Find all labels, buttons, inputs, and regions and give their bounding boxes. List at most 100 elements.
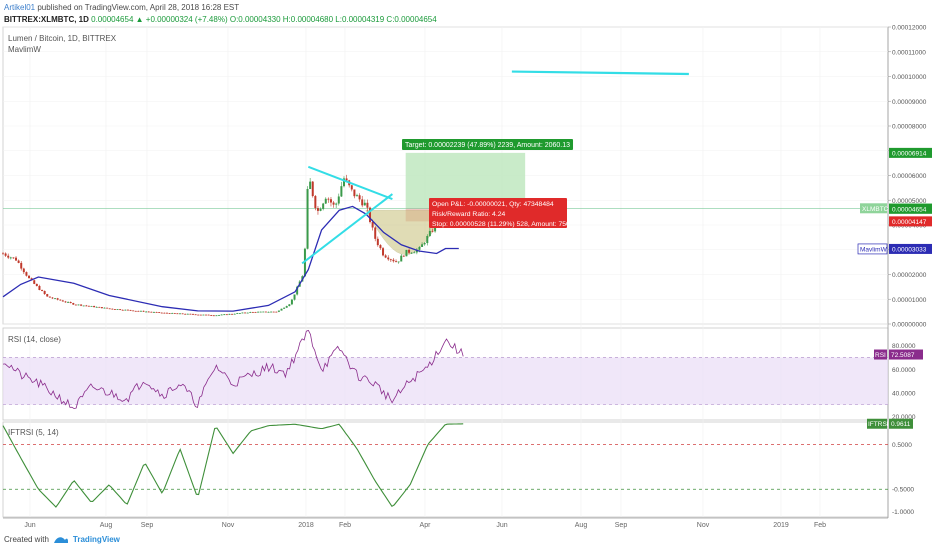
candle-body	[152, 311, 155, 313]
candle-body	[218, 315, 221, 316]
candle-body	[199, 314, 202, 316]
candle-body	[124, 309, 127, 311]
candle-body	[85, 305, 88, 307]
candle-body	[285, 306, 288, 308]
candle-body	[356, 195, 358, 197]
candle-body	[132, 310, 135, 312]
candle-body	[163, 312, 166, 314]
position-info-line: Risk/Reward Ratio: 4.24	[432, 211, 506, 218]
target-label-bg	[402, 139, 574, 150]
y-tick-label: 0.00002000	[892, 272, 927, 279]
price-tag-bg	[889, 216, 932, 227]
candle-body	[236, 313, 239, 314]
price-tag-label: 0.00004654	[892, 206, 927, 213]
price-tag-label: 0.00004147	[892, 219, 927, 226]
candle-body	[192, 313, 195, 315]
candle-body	[59, 299, 62, 301]
candle-body	[426, 235, 429, 244]
candle-body	[421, 244, 424, 247]
candle-body	[314, 196, 317, 209]
candle-body	[48, 296, 51, 298]
rsi-value-label: 72.5087	[891, 352, 915, 359]
price-tag-bg	[889, 243, 932, 254]
candle-body	[121, 309, 124, 311]
candle-body	[139, 310, 142, 312]
position-info-bg	[429, 198, 567, 228]
candle-body	[54, 298, 57, 300]
symbol-line: BITTREX:XLMBTC, 1D 0.00004654 ▲ +0.00000…	[4, 15, 437, 24]
candle-body	[402, 255, 405, 257]
chart-canvas[interactable]: Jun Aug Sep Nov 2018 Feb Apr Jun Aug Sep Nov 2019 Fe…	[0, 0, 932, 532]
candle-body	[369, 207, 372, 223]
candle-body	[251, 311, 254, 313]
position-info-line: Stop: 0.00000528 (11.29%) 528, Amount: 7…	[432, 221, 570, 228]
candle-body	[280, 308, 283, 311]
candle-body	[327, 198, 330, 200]
rsi-line	[2, 329, 464, 410]
candle-body	[74, 304, 77, 306]
author-link[interactable]: Artikel01	[4, 3, 36, 12]
candle-body	[28, 275, 31, 279]
candle-body	[257, 311, 260, 313]
candle-body	[410, 252, 413, 254]
candle-body	[113, 309, 116, 310]
candle-body	[283, 307, 286, 309]
candle-body	[116, 309, 119, 311]
candle-body	[418, 246, 421, 250]
candle-body	[290, 299, 293, 305]
y-tick-label: 0.00008000	[892, 124, 927, 131]
candle-body	[309, 181, 312, 189]
candle-body	[374, 227, 377, 239]
candle-body	[246, 312, 249, 314]
candle-body	[38, 285, 41, 291]
candle-body	[145, 311, 148, 313]
x-tick-label: 2019	[773, 522, 789, 529]
candle-body	[231, 313, 234, 315]
candle-body	[264, 311, 267, 313]
tradingview-brand[interactable]: TradingView	[72, 535, 120, 544]
candle-body	[395, 261, 398, 263]
y-tick-label: 0.00000000	[892, 322, 927, 329]
candle-body	[51, 297, 54, 299]
candle-body	[95, 306, 98, 308]
candle-body	[311, 181, 314, 197]
candle-body	[80, 304, 83, 306]
candle-body	[155, 311, 158, 313]
rsi-band-fill	[3, 357, 888, 405]
candle-body	[387, 257, 390, 260]
candle-body	[43, 290, 46, 295]
candle-body	[67, 301, 70, 303]
candle-body	[61, 300, 64, 302]
position-info-line: Open P&L: -0.00000021, Qty: 47348484	[432, 201, 554, 208]
iftrsi-tick-label: -1.0000	[892, 509, 914, 516]
candle-body	[413, 252, 416, 254]
candle-body	[69, 301, 72, 304]
candle-body	[106, 307, 109, 309]
candle-body	[324, 198, 327, 204]
candle-body	[267, 311, 270, 313]
candle-body	[202, 314, 205, 316]
candle-body	[98, 306, 101, 308]
candle-body	[212, 315, 215, 317]
price-tag-bg	[889, 147, 932, 158]
candle-body	[207, 314, 210, 316]
rsi-pane-title: RSI (14, close)	[8, 335, 61, 344]
candle-body	[335, 203, 338, 205]
iftrsi-value-label: 0.9611	[891, 421, 911, 428]
rsi-tick-label: 40.0000	[892, 390, 916, 397]
candle-body	[46, 294, 49, 297]
candle-body	[134, 310, 137, 312]
candle-body	[382, 248, 385, 256]
candle-body	[189, 313, 192, 315]
candle-body	[277, 310, 280, 312]
y-tick-label: 0.00001000	[892, 297, 927, 304]
x-tick-label: Jun	[496, 522, 507, 529]
x-tick-label: Aug	[100, 522, 113, 529]
candle-body	[254, 312, 257, 313]
resistance-line	[511, 70, 689, 76]
candle-body	[376, 238, 379, 246]
candle-body	[171, 313, 174, 314]
x-tick-label: Aug	[575, 522, 588, 529]
x-tick-label: Sep	[141, 522, 154, 529]
candle-body	[72, 303, 75, 305]
